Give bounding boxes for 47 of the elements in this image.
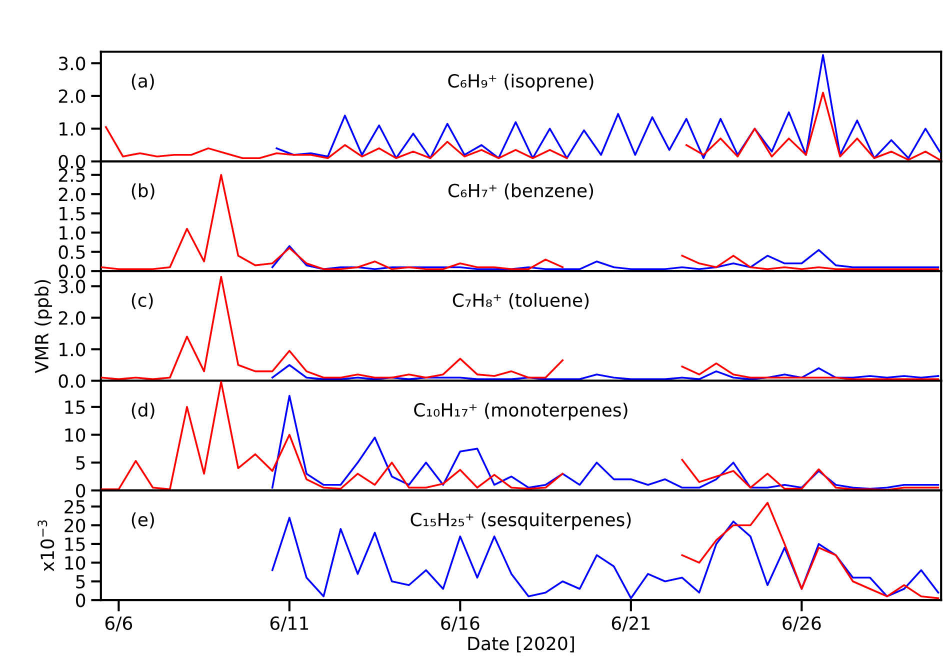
y-tick-label: 25 (64, 500, 85, 514)
annotation: (d) (132, 402, 154, 419)
annotation: (e) (132, 512, 154, 528)
x-tick-label: 6/26 (782, 616, 821, 632)
annotation: C₆H₇⁺ (benzene) (448, 183, 594, 200)
y-tick-label: 0.0 (58, 374, 86, 388)
y-tick-label: 2.5 (58, 168, 85, 182)
x-axis-title: Date [2020] (468, 636, 574, 652)
annotation: (c) (132, 293, 153, 310)
y-tick-label: 10 (65, 556, 86, 570)
x-tick-label: 6/16 (441, 616, 480, 632)
annotation: (a) (132, 74, 154, 90)
annotation: (b) (132, 183, 154, 200)
annotation: C₁₅H₂₅⁺ (sesquiterpenes) (410, 512, 631, 530)
line-series (271, 364, 940, 380)
y-tick-label: 2.0 (58, 89, 86, 104)
y-tick-label: 2.0 (58, 311, 86, 325)
y-tick-label: 0.0 (58, 264, 86, 278)
y-tick-label: 10 (65, 428, 86, 442)
line-series (271, 245, 940, 270)
y-axis-title: x10$^{−3}$ (38, 520, 54, 572)
annotation: C₁₀H₁₇⁺ (monoterpenes) (414, 402, 628, 420)
annotation: C₆H₉⁺ (isoprene) (448, 74, 594, 92)
y-tick-label: 1.5 (60, 207, 85, 220)
y-tick-label: 5 (76, 456, 85, 470)
y-tick-label: 0 (76, 484, 86, 498)
y-tick-label: 3.0 (58, 280, 86, 294)
line-series (276, 54, 941, 160)
y-tick-label: 2.0 (58, 188, 86, 202)
y-tick-label: 0.5 (58, 245, 85, 259)
x-tick-label: 6/6 (105, 616, 132, 632)
y-tick-label: 1.0 (60, 122, 86, 136)
annotation: C₇H₈⁺ (toluene) (452, 293, 589, 310)
y-axis-title: VMR (ppb) (34, 280, 52, 374)
y-tick-label: 1.0 (60, 226, 86, 240)
y-tick-label: 15 (65, 538, 85, 552)
line-series (271, 394, 940, 490)
x-tick-label: 6/11 (270, 616, 308, 632)
line-series (681, 502, 940, 600)
x-tick-label: 6/21 (612, 616, 650, 632)
y-tick-label: 20 (64, 518, 86, 532)
y-tick-label: 0 (76, 594, 86, 608)
y-tick-label: 5 (76, 575, 85, 588)
y-tick-label: 3.0 (58, 56, 86, 70)
y-tick-label: 15 (65, 400, 85, 414)
y-tick-label: 0.0 (58, 154, 86, 169)
y-tick-label: 1.0 (60, 342, 86, 356)
